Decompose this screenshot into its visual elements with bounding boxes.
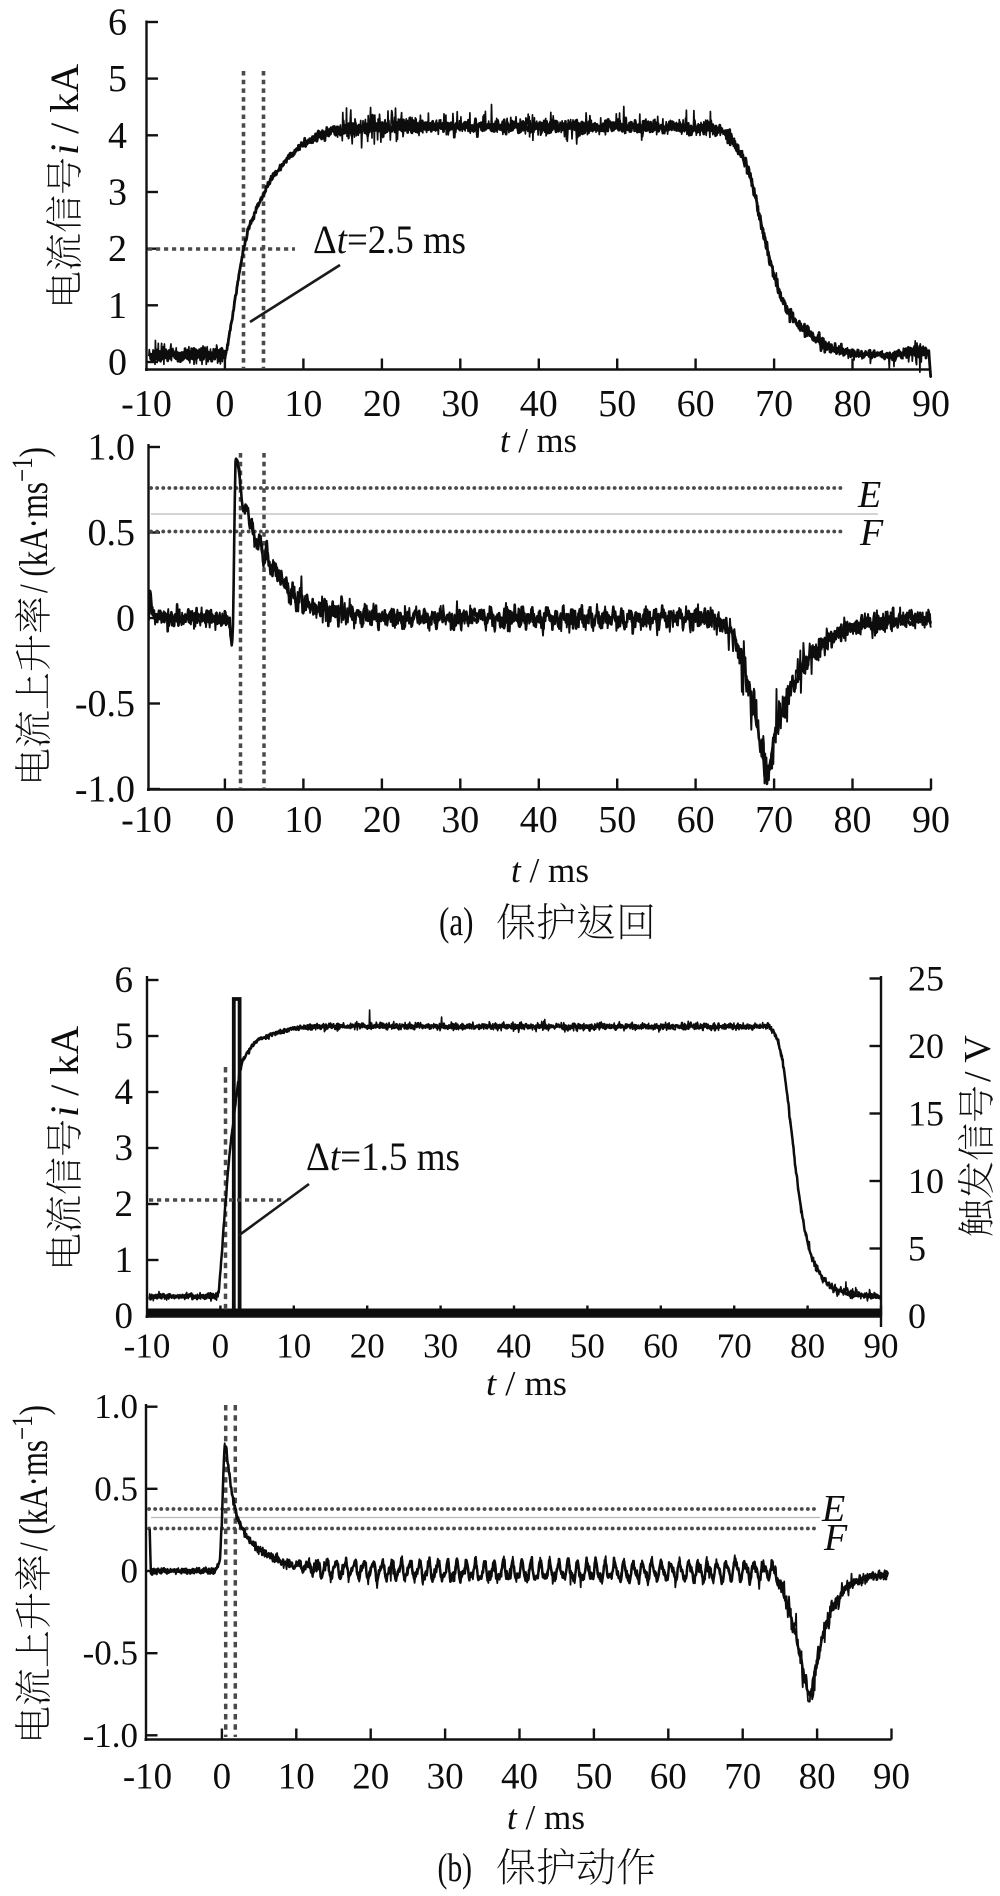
svg-text:70: 70 [724,1757,761,1798]
svg-text:-1.0: -1.0 [83,1716,138,1755]
svg-text:(b): (b) [438,1845,473,1890]
svg-text:50: 50 [570,1327,605,1366]
svg-text:80: 80 [799,1757,836,1798]
svg-text:-10: -10 [123,1757,172,1798]
svg-text:10: 10 [284,799,322,841]
svg-text:30: 30 [441,383,479,425]
svg-text:-10: -10 [121,383,172,425]
svg-text:80: 80 [790,1327,825,1366]
svg-text:-10: -10 [121,799,172,841]
svg-text:70: 70 [755,383,793,425]
svg-text:20: 20 [352,1757,389,1798]
svg-text:3: 3 [108,172,127,214]
svg-text:0.5: 0.5 [88,512,136,554]
svg-text:90: 90 [912,799,950,841]
svg-text:40: 40 [501,1757,538,1798]
svg-text:20: 20 [350,1327,385,1366]
svg-text:t / ms: t / ms [486,1364,567,1403]
svg-text:-1.0: -1.0 [75,769,135,811]
svg-text:50: 50 [598,383,636,425]
svg-text:15: 15 [908,1094,944,1134]
svg-text:5: 5 [115,1016,134,1057]
svg-text:30: 30 [441,799,479,841]
svg-text:2: 2 [108,228,127,270]
svg-text:-0.5: -0.5 [83,1634,138,1673]
svg-text:20: 20 [363,799,401,841]
svg-text:20: 20 [908,1026,944,1066]
svg-text:70: 70 [717,1327,752,1366]
svg-text:0: 0 [215,799,234,841]
svg-text:Δt=1.5 ms: Δt=1.5 ms [306,1134,460,1179]
svg-text:0: 0 [213,1757,232,1798]
svg-text:30: 30 [423,1327,458,1366]
svg-text:t / ms: t / ms [500,421,577,460]
svg-text:6: 6 [115,960,134,1001]
svg-text:1: 1 [115,1240,134,1281]
svg-text:0: 0 [215,383,234,425]
svg-text:0: 0 [121,1552,139,1591]
svg-text:60: 60 [677,799,715,841]
svg-text:i / kA: i / kA [42,64,87,155]
svg-text:/ V: / V [957,1035,999,1082]
svg-text:25: 25 [908,959,944,999]
svg-text:90: 90 [864,1327,899,1366]
svg-text:4: 4 [115,1072,134,1113]
svg-text:1.0: 1.0 [88,427,136,469]
svg-text:50: 50 [598,799,636,841]
svg-text:30: 30 [427,1757,464,1798]
svg-text:4: 4 [108,115,127,157]
svg-text:/ (kA·ms−1): / (kA·ms−1) [6,447,56,593]
svg-text:1.0: 1.0 [94,1387,138,1426]
svg-text:(a): (a) [439,899,474,944]
svg-text:-0.5: -0.5 [75,683,135,725]
svg-text:5: 5 [908,1229,926,1269]
svg-text:0: 0 [116,598,135,640]
svg-text:0.5: 0.5 [94,1469,138,1508]
svg-text:2: 2 [115,1184,134,1225]
svg-text:20: 20 [363,383,401,425]
svg-text:50: 50 [575,1757,612,1798]
svg-text:10: 10 [276,1327,311,1366]
svg-text:90: 90 [873,1757,910,1798]
svg-text:90: 90 [912,383,950,425]
svg-text:-10: -10 [124,1327,171,1366]
svg-text:40: 40 [520,383,558,425]
svg-text:3: 3 [115,1128,134,1169]
svg-text:70: 70 [755,799,793,841]
svg-text:E: E [821,1488,845,1530]
svg-text:80: 80 [834,383,872,425]
svg-text:F: F [823,1517,848,1559]
svg-text:Δt=2.5 ms: Δt=2.5 ms [313,217,466,262]
svg-text:0: 0 [908,1296,926,1336]
svg-text:40: 40 [520,799,558,841]
svg-text:10: 10 [278,1757,315,1798]
svg-text:80: 80 [834,799,872,841]
svg-text:60: 60 [650,1757,687,1798]
svg-text:10: 10 [908,1161,944,1201]
svg-text:0: 0 [108,342,127,384]
svg-text:F: F [859,512,884,554]
svg-text:E: E [857,474,881,516]
svg-text:1: 1 [108,285,127,327]
svg-text:60: 60 [677,383,715,425]
svg-text:t / ms: t / ms [507,1798,585,1837]
svg-text:40: 40 [497,1327,532,1366]
svg-text:i / kA: i / kA [42,1026,87,1117]
svg-text:10: 10 [284,383,322,425]
svg-text:6: 6 [108,2,127,44]
svg-text:0: 0 [212,1327,230,1366]
svg-text:0: 0 [115,1296,134,1337]
svg-text:60: 60 [643,1327,678,1366]
svg-text:5: 5 [108,58,127,100]
svg-text:t / ms: t / ms [511,851,589,890]
